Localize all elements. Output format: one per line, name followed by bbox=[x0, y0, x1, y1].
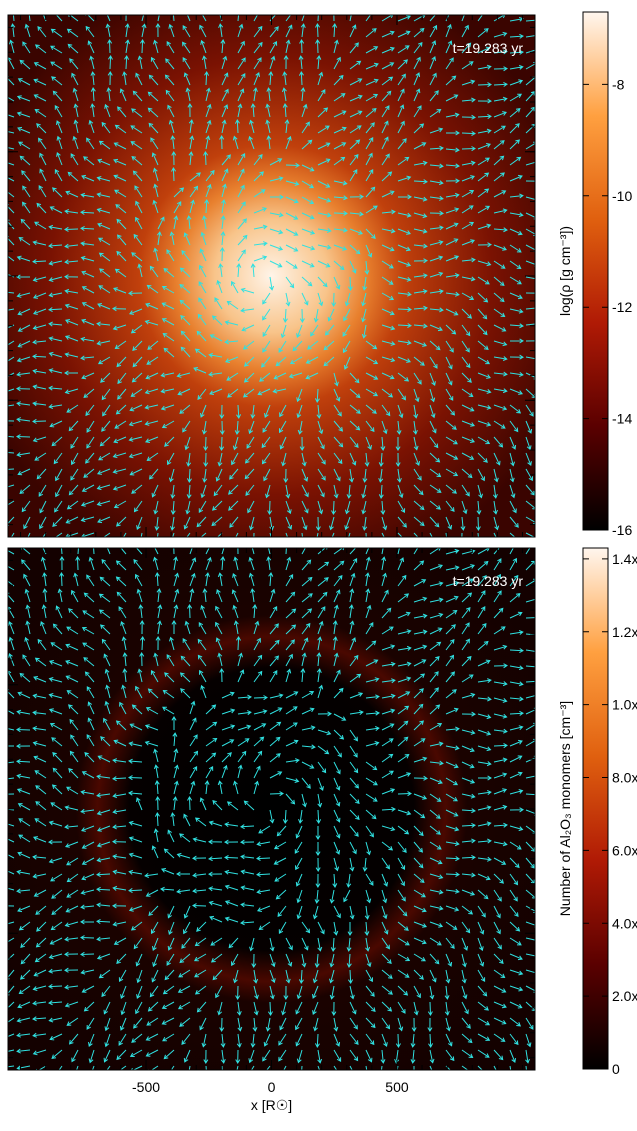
colorbar-tick-label: 8.0x bbox=[612, 770, 637, 786]
x-tick-label: 500 bbox=[385, 1079, 409, 1095]
colorbar-tick-label: -14 bbox=[612, 411, 632, 427]
colorbar-tick-label: 6.0x bbox=[612, 842, 637, 858]
colorbar-label: Number of Al₂O₃ monomers [cm⁻³] bbox=[557, 701, 573, 916]
time-annotation: t=19.283 yr bbox=[453, 40, 524, 56]
colorbar-tick-label: 4.0x bbox=[612, 915, 637, 931]
minor-ticks bbox=[8, 548, 535, 1070]
colorbar bbox=[582, 11, 609, 531]
x-tick-label: -500 bbox=[132, 1079, 160, 1095]
x-tick-label: 0 bbox=[268, 1079, 276, 1095]
colorbar-label: log(ρ [g cm⁻³]) bbox=[557, 226, 573, 316]
colorbar-tick-label: -10 bbox=[612, 188, 632, 204]
colorbar bbox=[582, 547, 609, 1070]
colorbar-tick-label: 2.0x bbox=[612, 988, 637, 1004]
time-annotation: t=19.283 yr bbox=[453, 573, 524, 589]
colorbar-tick-label: -16 bbox=[612, 522, 632, 538]
field-image bbox=[8, 548, 535, 1070]
colorbar-tick-label: -12 bbox=[612, 299, 632, 315]
colorbar-tick-label: 1.0x bbox=[612, 697, 637, 713]
colorbar-tick-label: -8 bbox=[612, 76, 625, 92]
field-image bbox=[8, 15, 535, 537]
velocity-vectors bbox=[8, 15, 535, 537]
colorbar-tick-label: 1.2x bbox=[612, 624, 637, 640]
minor-ticks bbox=[8, 15, 535, 537]
x-axis-label: x [R☉] bbox=[251, 1097, 292, 1113]
colorbar-tick-label: 0 bbox=[612, 1061, 620, 1077]
colorbar-tick-label: 1.4x bbox=[612, 551, 637, 567]
